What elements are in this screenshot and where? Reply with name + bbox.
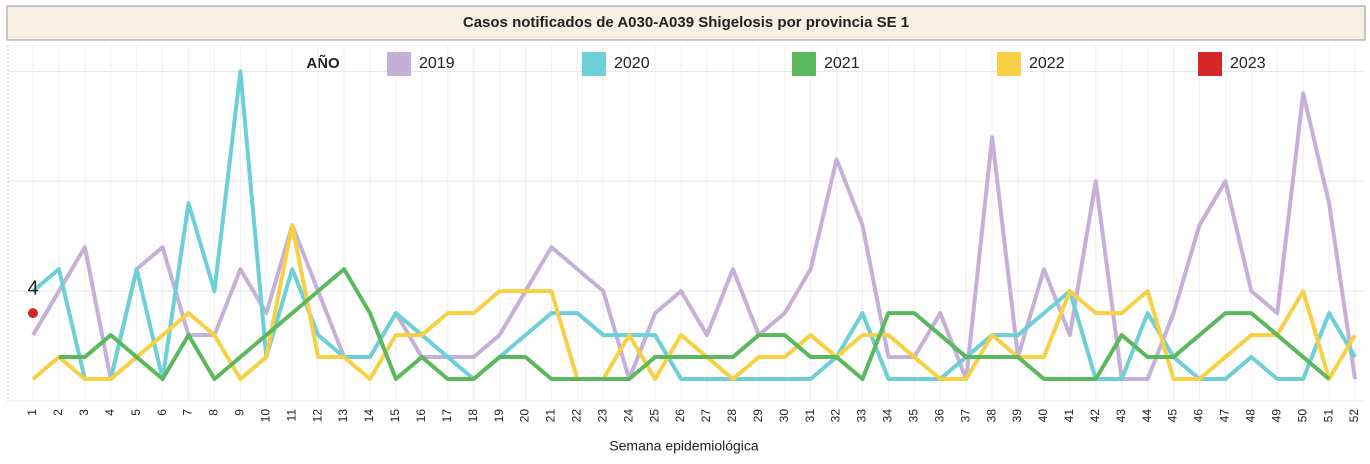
x-tick-label: 4	[103, 409, 117, 416]
x-tick-label: 8	[207, 409, 221, 416]
legend-swatch	[1198, 52, 1222, 76]
legend-label: 2019	[419, 55, 455, 72]
x-tick-label: 1	[25, 409, 39, 416]
x-tick-label: 30	[777, 409, 791, 423]
x-tick-label: 20	[518, 409, 532, 423]
legend-swatch	[997, 52, 1021, 76]
x-tick-label: 2	[51, 409, 65, 416]
x-tick-label: 3	[77, 409, 91, 416]
legend-label: 2020	[614, 55, 650, 72]
legend-swatch	[387, 52, 411, 76]
x-tick-label: 21	[544, 409, 558, 423]
x-tick-label: 10	[258, 409, 272, 423]
x-tick-label: 34	[881, 409, 895, 423]
x-tick-label: 50	[1295, 409, 1309, 423]
x-tick-label: 43	[1114, 409, 1128, 423]
x-tick-label: 39	[1010, 409, 1024, 423]
x-tick-label: 28	[725, 409, 739, 423]
legend-label: 2021	[824, 55, 860, 72]
x-tick-label: 51	[1321, 409, 1335, 423]
data-label: 4	[27, 277, 38, 299]
x-tick-label: 19	[492, 409, 506, 423]
x-tick-label: 32	[829, 409, 843, 423]
x-tick-label: 15	[388, 409, 402, 423]
x-tick-label: 26	[673, 409, 687, 423]
x-tick-label: 5	[129, 409, 143, 416]
x-tick-label: 7	[181, 409, 195, 416]
series-line	[31, 69, 1357, 382]
title-bar	[6, 5, 1366, 41]
x-tick-label: 52	[1347, 409, 1361, 423]
legend-swatch	[792, 52, 816, 76]
x-tick-label: 35	[907, 409, 921, 423]
x-tick-label: 16	[414, 409, 428, 423]
x-tick-label: 29	[751, 409, 765, 423]
legend-swatch	[582, 52, 606, 76]
x-tick-label: 49	[1269, 409, 1283, 423]
x-tick-label: 36	[932, 409, 946, 423]
chart-title: Casos notificados de A030-A039 Shigelosi…	[463, 14, 909, 31]
x-tick-label: 17	[440, 409, 454, 423]
x-tick-label: 33	[855, 409, 869, 423]
x-tick-label: 11	[284, 409, 298, 422]
series-line	[31, 223, 1357, 382]
x-axis-label: Semana epidemiológica	[609, 438, 759, 454]
series-line	[58, 267, 1331, 382]
x-tick-label: 24	[621, 409, 635, 423]
x-tick-label: 9	[233, 409, 247, 416]
x-tick-label: 41	[1062, 409, 1076, 423]
x-tick-label: 22	[570, 409, 584, 423]
x-tick-label: 12	[310, 409, 324, 423]
x-tick-label: 48	[1243, 409, 1257, 423]
x-tick-label: 23	[595, 409, 609, 423]
legend-label: 2023	[1230, 55, 1266, 72]
x-tick-label: 44	[1140, 409, 1154, 423]
x-tick-label: 37	[958, 409, 972, 423]
x-tick-label: 42	[1088, 409, 1102, 423]
x-tick-label: 13	[336, 409, 350, 423]
x-tick-label: 38	[984, 409, 998, 423]
x-tick-label: 40	[1036, 409, 1050, 423]
x-tick-label: 45	[1166, 409, 1180, 423]
legend-label: 2022	[1029, 55, 1065, 72]
x-tick-label: 18	[466, 409, 480, 423]
x-tick-label: 47	[1218, 409, 1232, 423]
x-tick-label: 31	[803, 409, 817, 423]
point	[28, 308, 38, 319]
x-tick-label: 14	[362, 409, 376, 423]
x-tick-label: 6	[155, 409, 169, 416]
x-tick-label: 27	[699, 409, 713, 423]
legend-title: AÑO	[306, 54, 340, 72]
series-line	[31, 91, 1357, 382]
x-tick-label: 46	[1192, 409, 1206, 423]
x-tick-label: 25	[647, 409, 661, 423]
